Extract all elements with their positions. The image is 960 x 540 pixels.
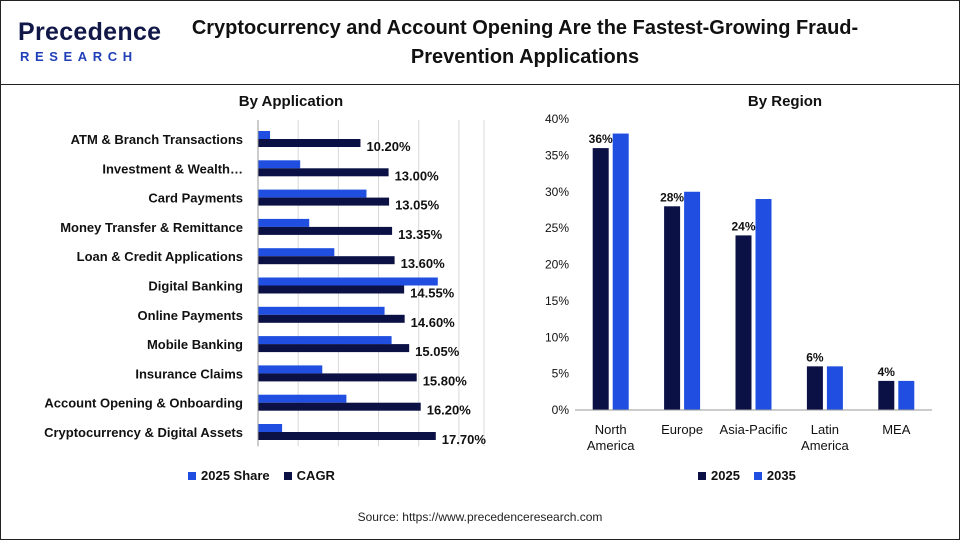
legend-item-share: 2025 Share xyxy=(188,468,270,483)
category-label: Cryptocurrency & Digital Assets xyxy=(44,425,243,440)
category-label: Money Transfer & Remittance xyxy=(60,220,243,235)
category-label: Investment & Wealth… xyxy=(102,161,243,176)
source-note: Source: https://www.precedenceresearch.c… xyxy=(357,510,603,524)
y-tick-label: 40% xyxy=(545,112,569,126)
data-label: 28% xyxy=(660,190,684,204)
y-tick-label: 10% xyxy=(545,330,569,344)
data-label: 14.55% xyxy=(410,286,455,301)
application-chart-title: By Application xyxy=(239,93,343,110)
brand-logo: Precedence RESEARCH xyxy=(18,18,168,68)
bar-2025 xyxy=(592,148,609,410)
title-line-1: Cryptocurrency and Account Opening Are t… xyxy=(191,17,859,39)
legend-label-2025: 2025 xyxy=(711,468,740,483)
data-label: 36% xyxy=(589,132,613,146)
bar-share xyxy=(258,189,367,198)
category-label: Account Opening & Onboarding xyxy=(44,396,243,411)
y-tick-label: 35% xyxy=(545,148,569,162)
region-chart-title: By Region xyxy=(748,93,822,110)
legend-swatch-cagr xyxy=(283,471,292,480)
page-title: Cryptocurrency and Account Opening Are t… xyxy=(180,14,870,72)
category-label: Online Payments xyxy=(138,308,243,323)
logo-wordmark: Precedence xyxy=(18,18,162,46)
data-label: 14.60% xyxy=(411,315,456,330)
y-tick-label: 15% xyxy=(545,294,569,308)
bar-cagr xyxy=(258,226,393,235)
x-tick-label: MEA xyxy=(882,422,911,437)
category-label: Digital Banking xyxy=(148,279,243,294)
bar-2035 xyxy=(755,199,772,410)
bar-2035 xyxy=(826,366,843,410)
legend-swatch-2025 xyxy=(698,471,706,480)
bar-cagr xyxy=(258,344,410,353)
logo-subtitle: RESEARCH xyxy=(20,49,138,64)
data-label: 13.35% xyxy=(398,227,443,242)
y-tick-label: 20% xyxy=(545,258,569,272)
y-tick-label: 30% xyxy=(545,185,569,199)
bar-cagr xyxy=(258,373,417,382)
category-label: Insurance Claims xyxy=(135,366,243,381)
legend-label-2035: 2035 xyxy=(766,468,796,483)
bar-cagr xyxy=(258,432,436,440)
legend-swatch-2035 xyxy=(753,471,762,480)
y-tick-label: 25% xyxy=(545,221,569,235)
data-label: 6% xyxy=(806,350,824,364)
bar-share xyxy=(258,394,347,403)
bar-share xyxy=(258,306,385,315)
bar-cagr xyxy=(258,139,361,147)
legend-item-2025: 2025 xyxy=(698,468,740,483)
x-tick-label: Latin America xyxy=(801,422,849,453)
bar-share xyxy=(258,248,335,257)
category-label: Card Payments xyxy=(148,191,243,206)
header-divider xyxy=(0,84,960,85)
category-label: ATM & Branch Transactions xyxy=(71,132,243,147)
legend-swatch-share xyxy=(188,471,196,480)
x-tick-label: Europe xyxy=(661,422,703,437)
y-tick-label: 5% xyxy=(552,367,570,381)
bar-2035 xyxy=(684,191,701,410)
bar-cagr xyxy=(258,168,389,177)
bar-share xyxy=(258,365,323,374)
data-label: 13.60% xyxy=(401,256,446,271)
legend-item-cagr: CAGR xyxy=(283,468,335,483)
data-label: 24% xyxy=(731,219,755,233)
legend-label-cagr: CAGR xyxy=(296,468,335,483)
data-label: 15.05% xyxy=(415,344,460,359)
bar-cagr xyxy=(258,285,405,294)
category-label: Loan & Credit Applications xyxy=(77,249,243,264)
bar-share xyxy=(258,336,392,345)
bar-cagr xyxy=(258,256,395,265)
data-label: 15.80% xyxy=(423,373,468,388)
legend-item-2035: 2035 xyxy=(753,468,796,483)
bar-share xyxy=(258,160,301,169)
bar-2035 xyxy=(898,380,915,410)
application-legend: 2025 Share CAGR xyxy=(188,468,349,483)
region-chart: By Region 0% 5% 10% 15% 20% 25% 30% 35% 40% 36% Nor… xyxy=(545,93,932,453)
legend-label-share: 2025 Share xyxy=(201,468,270,483)
application-chart: By Application ATM & Branch Transactions 1… xyxy=(44,93,487,447)
bar-share xyxy=(258,218,310,227)
bar-cagr xyxy=(258,197,390,206)
bar-share xyxy=(258,131,271,139)
bar-2025 xyxy=(664,206,681,410)
x-tick-label: Asia-Pacific xyxy=(720,422,788,437)
data-label: 17.70% xyxy=(442,432,487,447)
x-tick-label: North America xyxy=(587,422,635,453)
region-legend: 2025 2035 xyxy=(698,468,810,483)
data-label: 13.00% xyxy=(395,168,440,183)
bar-2035 xyxy=(612,133,629,411)
data-label: 13.05% xyxy=(395,198,440,213)
data-label: 10.20% xyxy=(366,139,411,154)
title-line-2: Prevention Applications xyxy=(410,46,640,68)
bar-2025 xyxy=(735,235,752,410)
bar-cagr xyxy=(258,402,421,411)
bar-cagr xyxy=(258,314,405,323)
category-label: Mobile Banking xyxy=(147,337,243,352)
bar-share xyxy=(258,277,438,286)
data-label: 4% xyxy=(878,365,896,379)
bar-2025 xyxy=(806,366,823,410)
y-tick-label: 0% xyxy=(552,403,570,417)
bar-share xyxy=(258,424,283,432)
data-label: 16.20% xyxy=(427,403,472,418)
bar-2025 xyxy=(878,380,895,410)
